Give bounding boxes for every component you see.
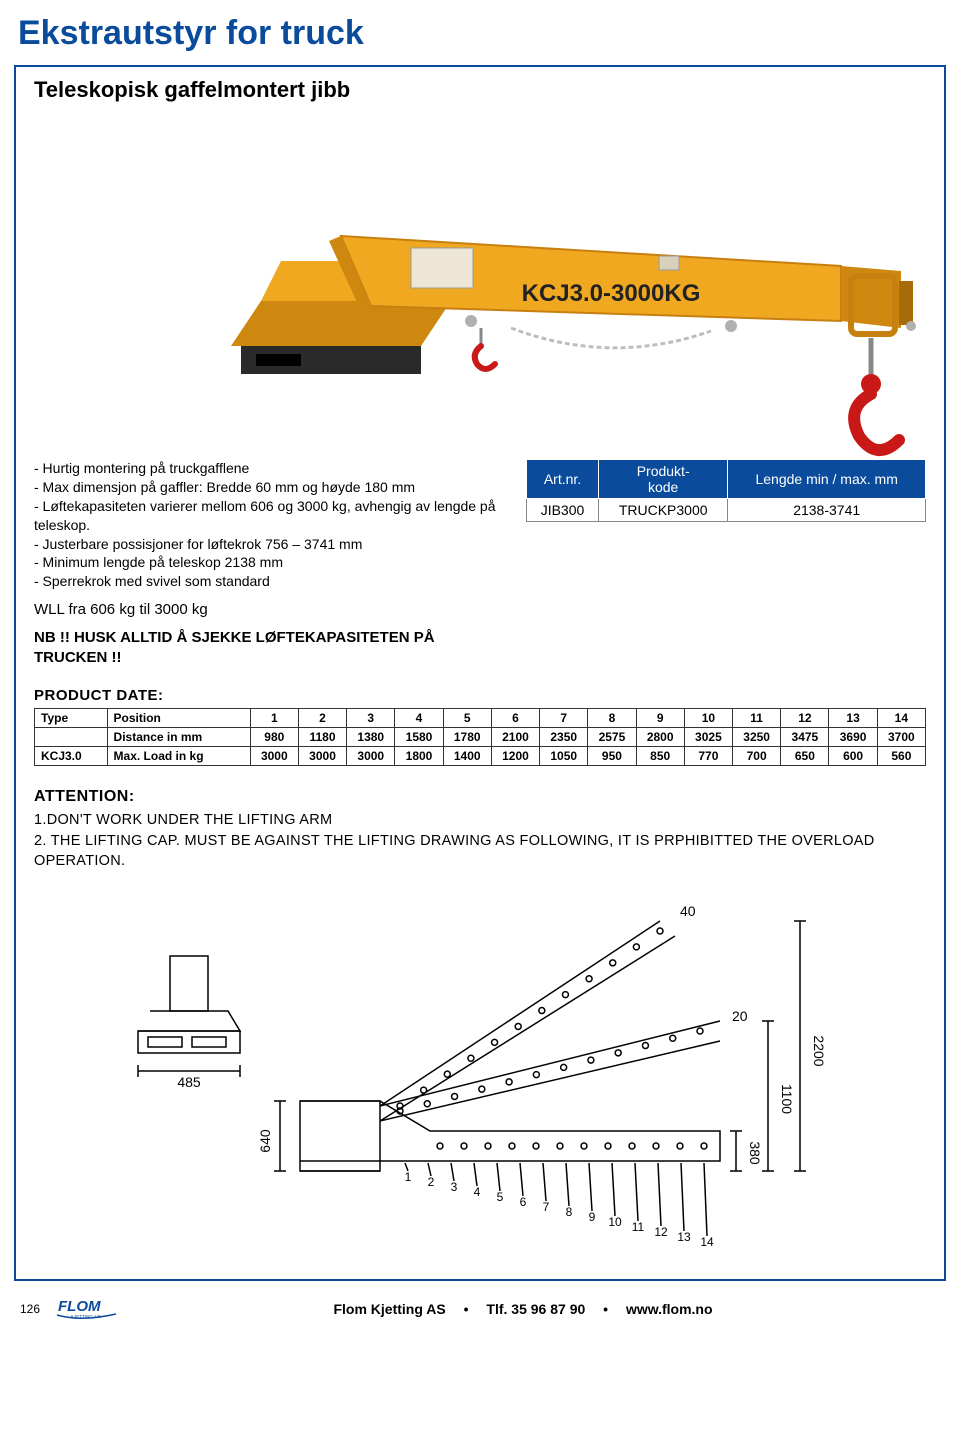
spec-table: TypePosition1234567891011121314 Distance… [34,708,926,766]
product-date-label: PRODUCT DATE: [34,687,926,704]
product-image-area: KCJ3.0-3000KG [34,111,926,451]
spec-pos: 12 [781,709,829,728]
spec-cell: 3000 [347,747,395,766]
spec-cell: 1200 [491,747,539,766]
spec-pos: 1 [250,709,298,728]
spec-cell: 600 [829,747,877,766]
svg-text:20: 20 [732,1008,748,1024]
svg-text:14: 14 [700,1235,714,1249]
footer-sep: • [603,1301,608,1317]
spec-pos: 10 [684,709,732,728]
bullet-line: - Minimum lengde på teleskop 2138 mm [34,553,510,572]
svg-text:380: 380 [747,1141,763,1165]
spec-cell: 850 [636,747,684,766]
svg-text:640: 640 [257,1129,273,1153]
spec-distance-label: Distance in mm [107,728,250,747]
wll-text: WLL fra 606 kg til 3000 kg [34,601,510,618]
attention-body: 1.DON'T WORK UNDER THE LIFTING ARM2. THE… [34,810,926,871]
product-illustration: KCJ3.0-3000KG [211,106,931,476]
spec-cell: 2350 [540,728,588,747]
spec-cell: 3475 [781,728,829,747]
svg-text:5: 5 [497,1190,504,1204]
svg-text:40: 40 [680,903,696,919]
svg-text:9: 9 [589,1210,596,1224]
svg-text:FLOM: FLOM [58,1298,101,1315]
attention-line: 2. THE LIFTING CAP. MUST BE AGAINST THE … [34,831,926,872]
spec-maxload-label: Max. Load in kg [107,747,250,766]
svg-text:2: 2 [428,1175,435,1189]
content-frame: Teleskopisk gaffelmontert jibb KCJ3.0-30… [14,65,946,1281]
spec-cell: 3025 [684,728,732,747]
spec-pos: 11 [733,709,781,728]
spec-cell: 1050 [540,747,588,766]
attention-heading: ATTENTION: [34,788,926,806]
bullet-line: - Løftekapasiteten varierer mellom 606 o… [34,497,510,535]
feature-bullets: - Hurtig montering på truckgafflene- Max… [34,459,510,591]
page-title: Ekstrautstyr for truck [0,0,960,59]
spec-cell: 2575 [588,728,636,747]
subtitle: Teleskopisk gaffelmontert jibb [34,77,926,103]
spec-cell: 1380 [347,728,395,747]
footer-sep: • [464,1301,469,1317]
spec-cell: 560 [877,747,925,766]
spec-cell: 650 [781,747,829,766]
spec-pos: 14 [877,709,925,728]
svg-text:11: 11 [632,1220,645,1234]
spec-cell: 3690 [829,728,877,747]
spec-type-label: Type [35,709,108,728]
svg-text:12: 12 [654,1225,668,1239]
footer-company: Flom Kjetting AS [333,1301,445,1317]
svg-text:KCJ3.0-3000KG: KCJ3.0-3000KG [522,280,701,307]
spec-cell: 3000 [298,747,346,766]
spec-cell: 770 [684,747,732,766]
spec-type-value: KCJ3.0 [35,747,108,766]
spec-pos: 13 [829,709,877,728]
table-row: JIB300TRUCKP30002138-3741 [527,499,926,522]
spec-pos: 8 [588,709,636,728]
spec-pos: 9 [636,709,684,728]
spec-pos: 6 [491,709,539,728]
flom-logo: FLOM KJETTING A/S [56,1295,146,1323]
svg-text:1: 1 [405,1170,412,1184]
page-number: 126 [20,1302,40,1316]
spec-cell: 700 [733,747,781,766]
spec-cell: 1400 [443,747,491,766]
spec-position-label: Position [107,709,250,728]
spec-cell: 1580 [395,728,443,747]
spec-cell: 2100 [491,728,539,747]
nb-warning: NB !! HUSK ALLTID Å SJEKKE LØFTEKAPASITE… [34,628,510,667]
spec-cell: 980 [250,728,298,747]
svg-text:1100: 1100 [779,1084,795,1114]
spec-cell: 950 [588,747,636,766]
svg-text:3: 3 [451,1180,458,1194]
technical-diagram: 485 640 40 [34,881,926,1261]
attention-line: 1.DON'T WORK UNDER THE LIFTING ARM [34,810,926,830]
svg-text:4: 4 [474,1185,481,1199]
spec-cell: 3700 [877,728,925,747]
bullet-line: - Sperrekrok med svivel som standard [34,572,510,591]
spec-cell: 1780 [443,728,491,747]
spec-pos: 7 [540,709,588,728]
bullet-line: - Max dimensjon på gaffler: Bredde 60 mm… [34,478,510,497]
page-footer: 126 FLOM KJETTING A/S Flom Kjetting AS •… [0,1281,960,1329]
spec-pos: 4 [395,709,443,728]
svg-text:6: 6 [520,1195,527,1209]
spec-cell: 1800 [395,747,443,766]
svg-text:8: 8 [566,1205,573,1219]
spec-pos: 2 [298,709,346,728]
spec-cell: 3000 [250,747,298,766]
svg-text:2200: 2200 [811,1036,827,1067]
svg-text:10: 10 [608,1215,622,1229]
bullet-line: - Justerbare possisjoner for løftekrok 7… [34,535,510,554]
footer-phone: Tlf. 35 96 87 90 [486,1301,585,1317]
footer-web: www.flom.no [626,1301,713,1317]
svg-text:485: 485 [177,1074,201,1090]
spec-cell: 2800 [636,728,684,747]
spec-cell: 3250 [733,728,781,747]
spec-pos: 3 [347,709,395,728]
svg-text:7: 7 [543,1200,550,1214]
svg-text:13: 13 [677,1230,691,1244]
spec-pos: 5 [443,709,491,728]
spec-cell: 1180 [298,728,346,747]
